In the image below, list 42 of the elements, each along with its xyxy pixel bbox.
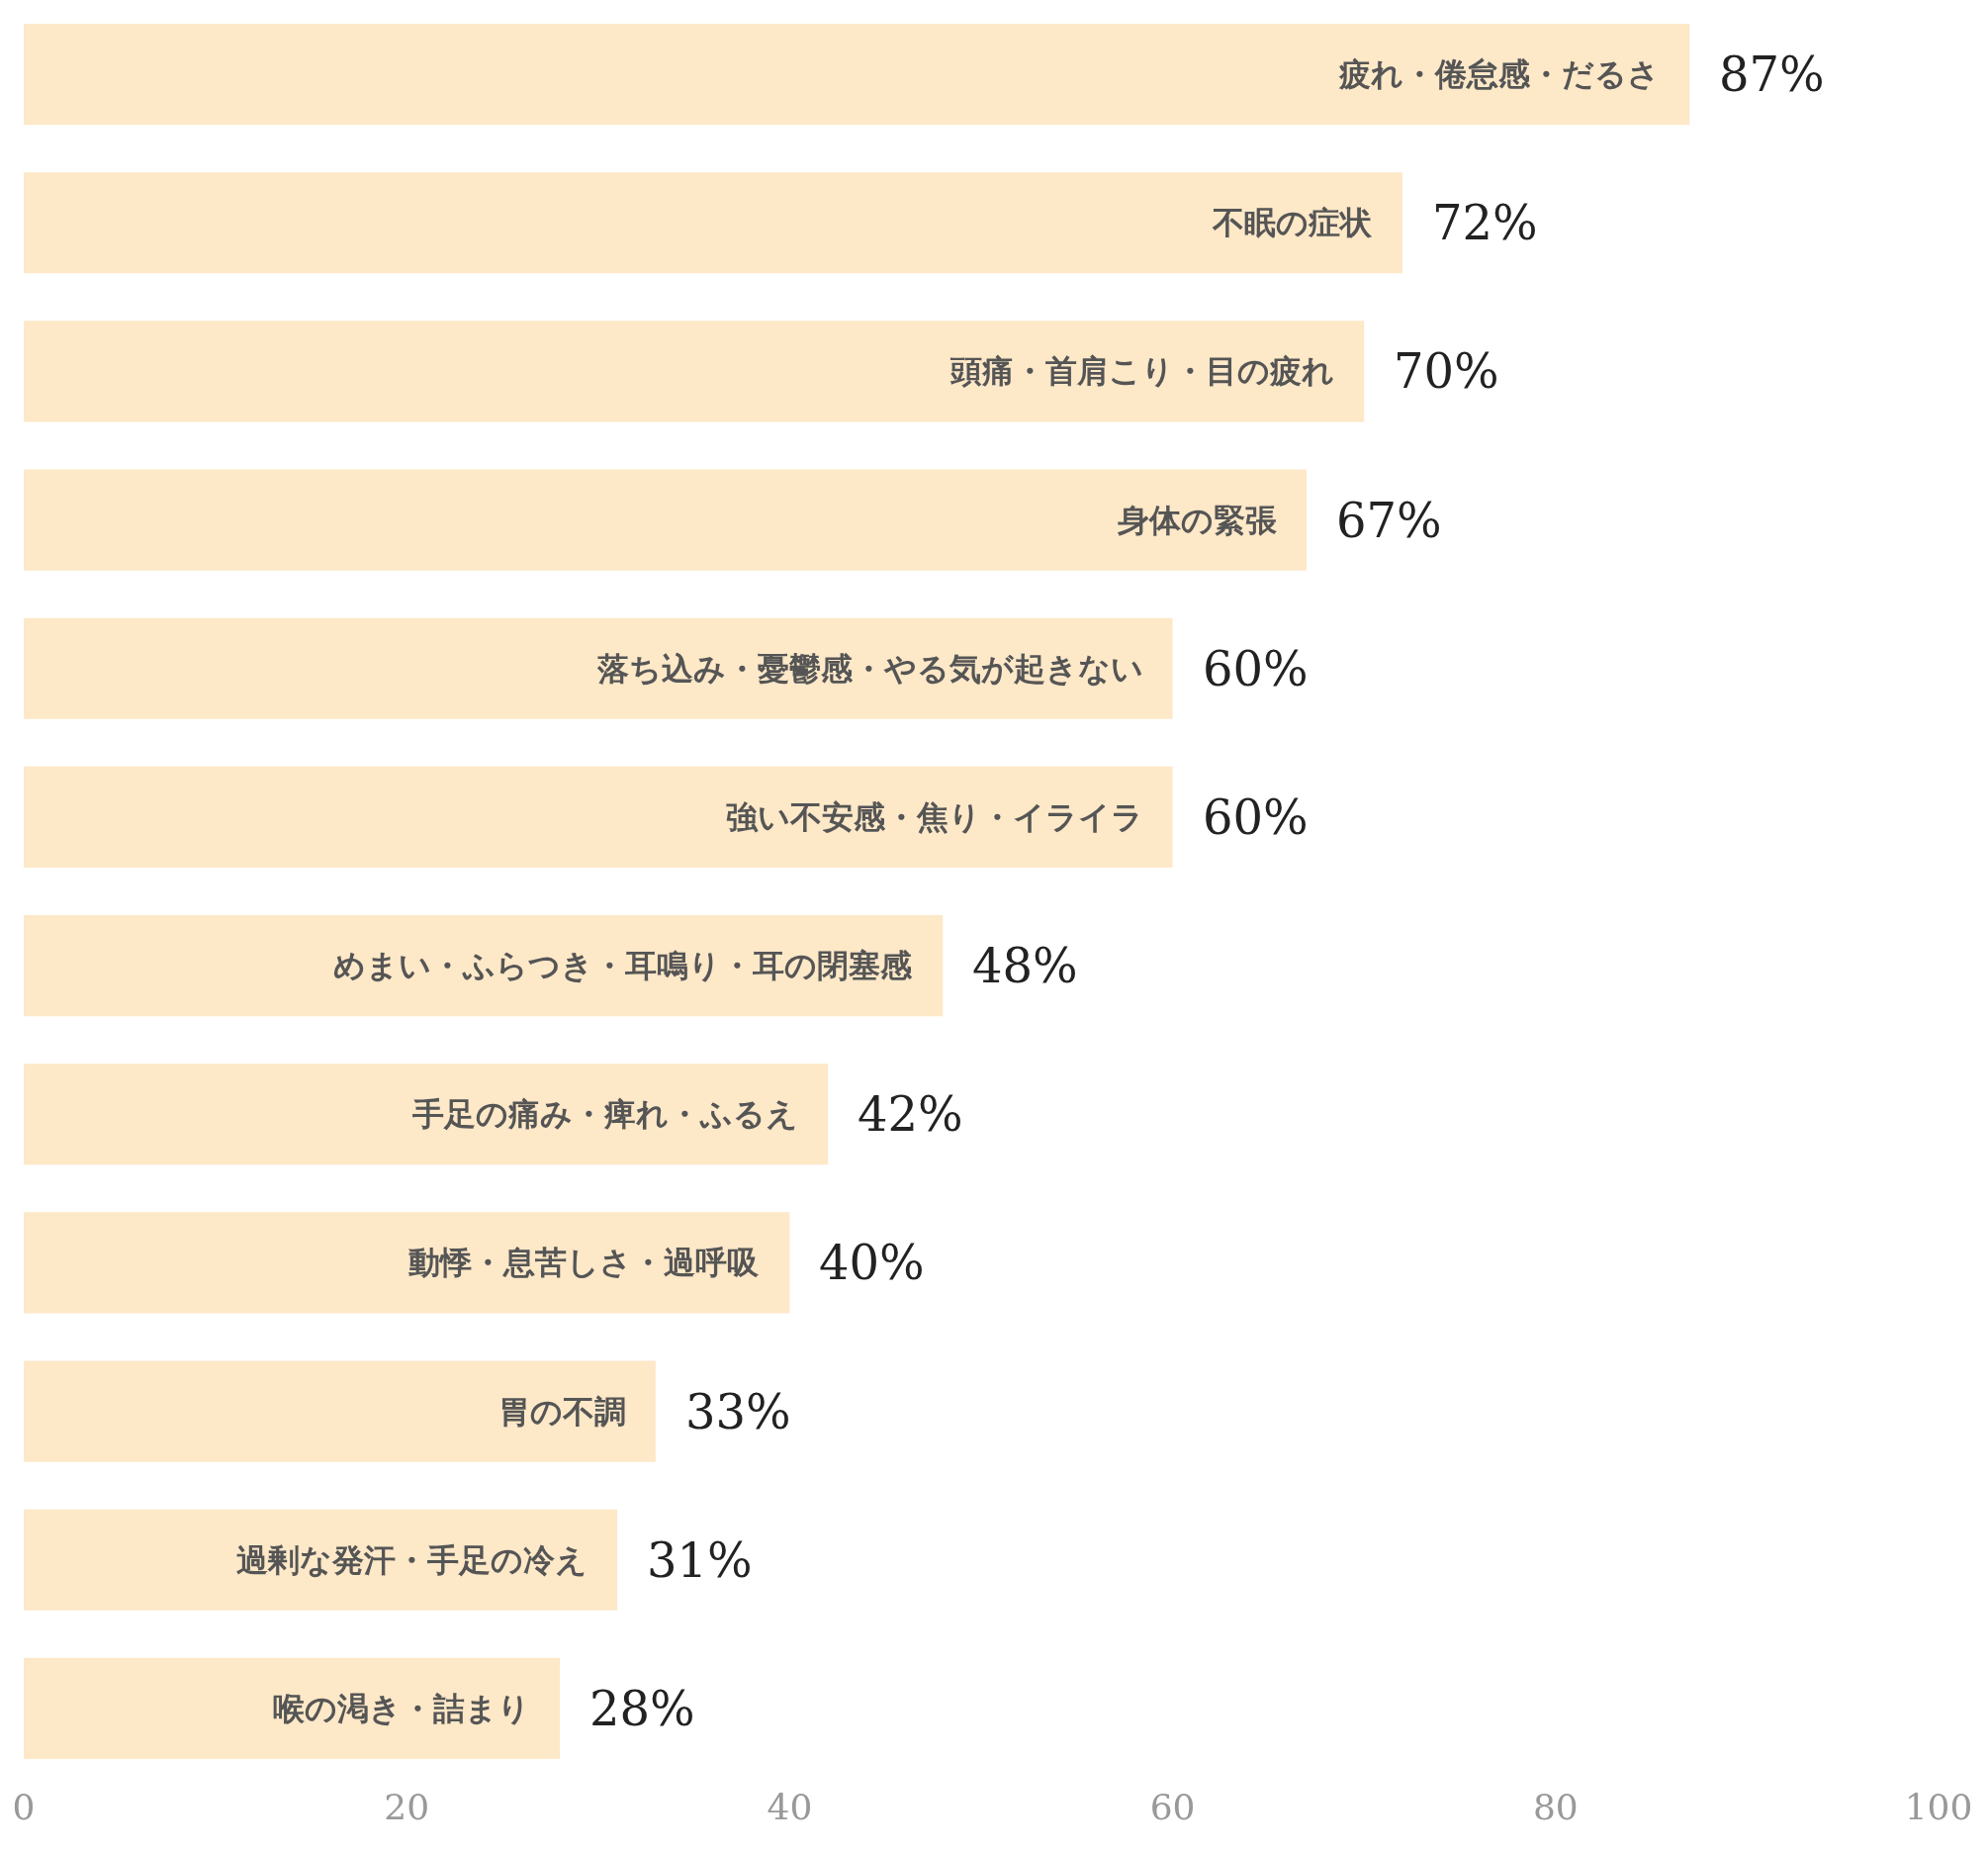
data-label: 31% — [647, 1532, 753, 1588]
bar — [24, 1657, 561, 1759]
y-tick-label: めまい・ふらつき・耳鳴り・耳の閉塞感 — [333, 947, 913, 984]
bar — [24, 24, 1690, 126]
bar — [24, 172, 1402, 274]
x-tick-label: 100 — [1904, 1787, 1973, 1827]
y-tick-label: 胃の不調 — [498, 1393, 626, 1431]
data-label: 28% — [589, 1681, 695, 1736]
y-tick-label: 身体の緊張 — [1117, 502, 1277, 539]
y-tick-label: 不眠の症状 — [1212, 204, 1373, 241]
x-tick-label: 0 — [12, 1787, 36, 1827]
x-tick-label: 80 — [1532, 1787, 1579, 1827]
bar — [24, 1064, 829, 1165]
x-tick-label: 20 — [384, 1787, 430, 1827]
bar — [24, 766, 1173, 868]
bar — [24, 321, 1365, 422]
y-tick-label: 動悸・息苦しさ・過呼吸 — [408, 1244, 760, 1281]
data-label: 87% — [1719, 46, 1825, 102]
y-tick-label: 過剰な発汗・手足の冷え — [236, 1541, 587, 1579]
x-tick-label: 40 — [767, 1787, 813, 1827]
data-label: 60% — [1203, 789, 1309, 845]
data-label: 67% — [1336, 493, 1442, 548]
data-label: 33% — [685, 1384, 791, 1439]
y-tick-label: 頭痛・首肩こり・目の疲れ — [949, 352, 1334, 390]
y-tick-label: 強い不安感・焦り・イライラ — [726, 798, 1143, 836]
data-label: 42% — [858, 1086, 963, 1142]
x-tick-label: 60 — [1149, 1787, 1196, 1827]
y-tick-label: 疲れ・倦怠感・だるさ — [1338, 55, 1660, 93]
bar — [24, 1360, 656, 1462]
bar — [24, 617, 1173, 719]
data-label: 40% — [819, 1235, 925, 1290]
bar — [24, 1212, 790, 1314]
bar — [24, 1509, 618, 1611]
bar — [24, 915, 944, 1017]
y-tick-label: 喉の渇き・詰まり — [273, 1690, 530, 1727]
data-label: 48% — [972, 938, 1078, 993]
data-label: 70% — [1394, 343, 1499, 399]
data-label: 72% — [1432, 195, 1538, 250]
y-tick-label: 手足の痛み・痺れ・ふるえ — [411, 1095, 798, 1133]
y-tick-label: 落ち込み・憂鬱感・やる気が起きない — [596, 650, 1143, 688]
data-label: 60% — [1203, 641, 1309, 696]
bar — [24, 469, 1308, 571]
